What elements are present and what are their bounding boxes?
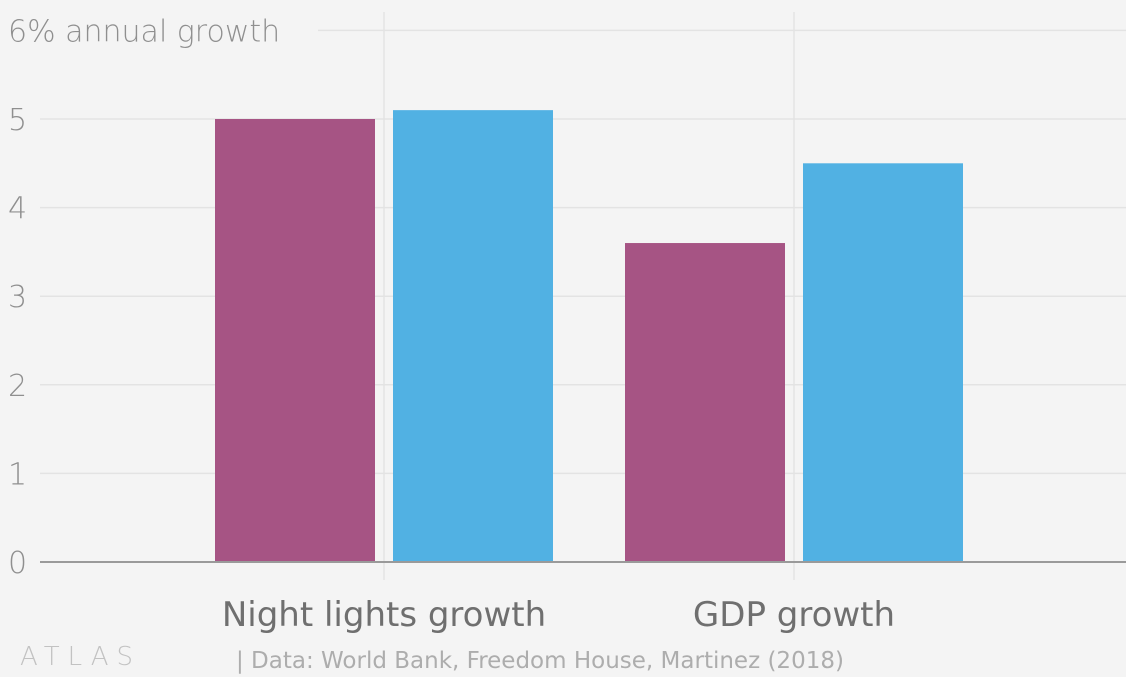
source-note: | Data: World Bank, Freedom House, Marti…: [236, 648, 844, 674]
y-axis-top-label: 6% annual growth: [8, 14, 280, 49]
y-tick-label: 2: [8, 369, 27, 404]
x-category-label: Night lights growth: [222, 595, 546, 635]
x-category-label: GDP growth: [693, 595, 895, 635]
bar-0-0: [215, 119, 375, 562]
axis-labels: 0 1 2 3 4 5 6% annual growth Night lights growt…: [8, 14, 895, 635]
bar-1-1: [803, 163, 963, 563]
atlas-logo: ATLAS: [20, 642, 142, 672]
y-tick-label: 3: [8, 280, 27, 315]
bar-1-0: [625, 243, 785, 563]
y-tick-label: 5: [8, 103, 27, 138]
y-tick-label: 4: [8, 192, 27, 227]
y-tick-label: 1: [8, 457, 27, 492]
grid-lines: [40, 12, 1126, 580]
bars: [215, 110, 963, 563]
bar-0-1: [393, 110, 553, 562]
y-tick-label: 0: [8, 546, 27, 581]
footer: ATLAS | Data: World Bank, Freedom House,…: [0, 642, 1126, 677]
